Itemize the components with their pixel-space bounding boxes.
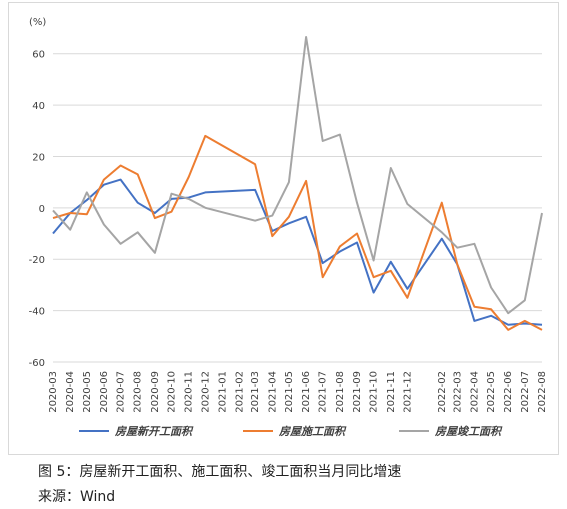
legend-label: 房屋竣工面积 [434,425,503,438]
x-tick-label: 2022-06 [503,371,514,413]
x-tick-label: 2021-11 [386,371,397,413]
source-note: 来源：Wind [38,489,116,505]
y-tick-label: 60 [32,50,45,61]
y-tick-label: -60 [29,358,45,369]
x-tick-label: 2022-02 [437,371,448,413]
y-axis-unit-label: (%) [29,17,46,28]
x-tick-label: 2022-05 [486,371,497,413]
series-lines [52,36,543,331]
series-line-new-starts [52,178,543,326]
x-tick-label: 2022-07 [520,371,531,413]
x-tick-label: 2021-10 [369,371,380,413]
x-tick-label: 2021-02 [235,371,246,413]
legend-label: 房屋新开工面积 [114,425,194,438]
x-tick-label: 2021-07 [318,371,329,413]
x-tick-label: 2020-12 [200,371,211,413]
x-tick-label: 2020-10 [167,371,178,413]
legend-label: 房屋施工面积 [278,425,347,438]
line-chart: -60 -40 -20 0 20 40 60 (%) 2020-03 2020-04 2020-05… [29,17,548,438]
figure-caption: 图 5：房屋新开工面积、施工面积、竣工面积当月同比增速 [38,464,402,480]
x-tick-label: 2021-06 [301,371,312,413]
x-tick-label: 2022-04 [469,371,480,413]
series-line-under-construction [52,134,543,331]
chart-container: -60 -40 -20 0 20 40 60 (%) 2020-03 2020-04 2020-05… [8,2,559,455]
x-tick-label: 2021-03 [250,371,261,413]
y-tick-label: 40 [32,101,45,112]
x-tick-label: 2021-01 [217,371,228,413]
x-tick-label: 2021-09 [352,371,363,413]
x-tick-label: 2022-03 [452,371,463,413]
x-tick-label: 2020-04 [65,371,76,413]
x-tick-label: 2020-06 [99,371,110,413]
x-tick-label: 2021-05 [284,371,295,413]
x-tick-label: 2021-12 [402,371,413,413]
x-tick-label: 2020-08 [133,371,144,413]
y-tick-label: 20 [32,152,45,163]
y-tick-label: 0 [39,204,45,215]
series-line-completed [52,36,543,315]
gridlines [53,53,542,363]
x-tick-label: 2020-11 [184,371,195,413]
x-tick-label: 2020-07 [116,371,127,413]
x-tick-label: 2020-09 [150,371,161,413]
axes: -60 -40 -20 0 20 40 60 (%) 2020-03 2020-04 2020-05… [29,17,548,413]
x-tick-label: 2021-08 [335,371,346,413]
y-tick-label: -40 [29,307,45,318]
legend: 房屋新开工面积 房屋施工面积 房屋竣工面积 [79,425,503,438]
x-tick-label: 2020-05 [82,371,93,413]
x-tick-label: 2021-04 [267,371,278,413]
x-tick-label: 2020-03 [48,371,59,413]
y-tick-label: -20 [29,255,45,266]
x-tick-label: 2022-08 [537,371,548,413]
